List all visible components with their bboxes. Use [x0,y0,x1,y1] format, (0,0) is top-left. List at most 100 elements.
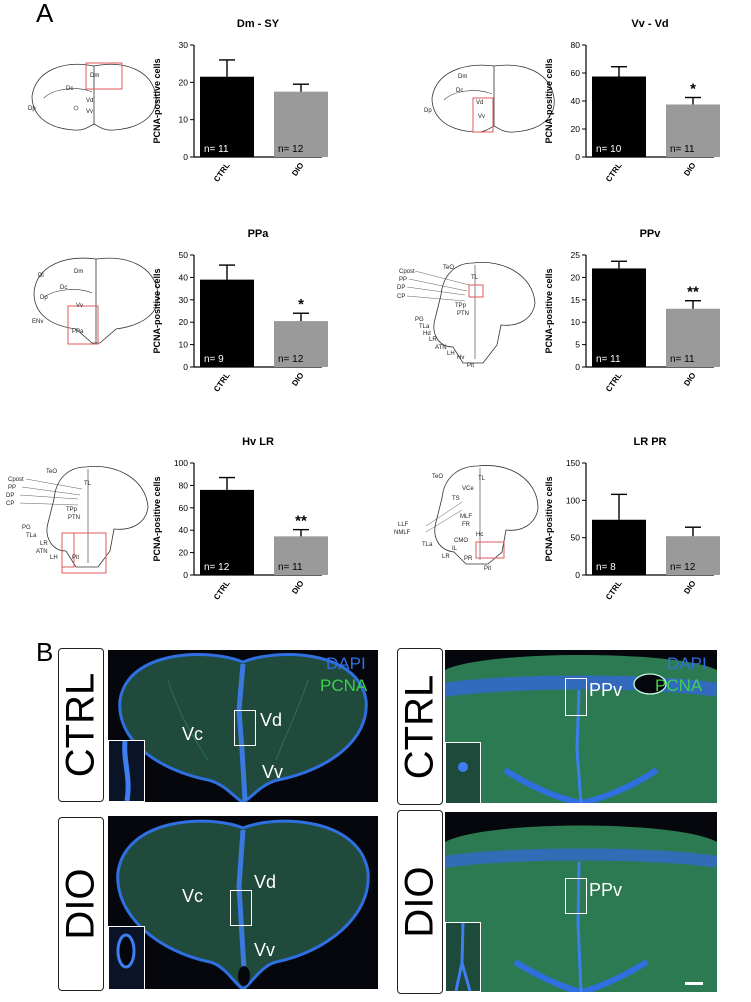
bar-dio [666,308,720,367]
region-label-vd: Vd [260,710,283,730]
y-tick-label: 10 [179,340,189,350]
bar-chart-vv-vd: Vv - Vd PCNA-positive cells 0 20 40 60 80 n= 10… [544,18,720,184]
y-tick-label: 0 [575,362,580,372]
schematic-label: Vv [86,109,93,115]
n-label: n= 9 [204,354,224,365]
schematic-label: DP [397,285,405,291]
condition-label-ctrl: CTRL [58,672,103,778]
inset-zoom [108,740,145,802]
n-label: n= 12 [278,354,304,365]
y-axis-label: PCNA-positive cells [152,58,162,143]
schematic-label: Vd [476,100,483,106]
micrograph-telencephalon-ctrl: DAPI PCNA Vc Vd Vv [108,650,378,802]
roi-box [230,890,252,926]
schematic-label: PG [415,317,424,323]
condition-label-box: DIO [58,817,104,991]
schematic-label: TL [84,481,92,487]
schematic-label: TeO [432,474,443,480]
n-label: n= 11 [596,354,621,365]
scale-bar [685,982,703,985]
schematic-label: PP [8,485,16,491]
bar-ctrl [592,76,646,157]
tissue-section [118,653,368,802]
schematic-label: Cpost [399,269,415,275]
schematic-label: TPp [66,507,78,513]
schematic-label: CP [6,501,14,507]
schematic-label: Vd [86,98,93,104]
y-tick-label: 0 [575,570,580,580]
chart-title: Vv - Vd [631,18,668,30]
inset-zoom [445,742,481,803]
n-label: n= 12 [278,144,304,155]
inset-zoom [445,922,481,992]
schematic-label: Hc [476,532,483,538]
condition-label-dio: DIO [58,868,103,940]
schematic-label: PTN [68,515,80,521]
region-label-ppv: PPv [589,880,623,900]
x-tick-label: CTRL [212,371,232,394]
condition-label-dio: DIO [397,866,442,938]
tissue-section [445,825,717,992]
bar-ctrl [200,489,254,575]
bar-chart-lr-pr: LR PR PCNA-positive cells 0 50 100 150 n= 8 CTR… [544,436,720,602]
region-label-vc: Vc [182,886,204,906]
x-tick-label: DIO [682,161,698,178]
region-label-ppv: PPv [589,680,623,700]
n-label: n= 11 [670,144,695,155]
schematic-label: PPa [72,329,84,335]
y-tick-label: 50 [571,533,581,543]
bar-ctrl [592,268,646,367]
bar-chart-ppa: PPa PCNA-positive cells 0 10 20 30 40 50 n= 9 CTR… [152,228,328,394]
tissue-section [116,819,370,989]
y-tick-label: 0 [575,152,580,162]
x-tick-label: CTRL [212,579,232,602]
schematic-label: TL [478,476,486,482]
schematic-label: Dc [66,86,73,92]
y-tick-label: 50 [179,250,189,260]
n-label: n= 11 [670,354,695,365]
schematic-lr-pr: TeO VCe TL TS MLF LLF NMLF FR TLa CMO Hc… [394,465,539,572]
bar-dio [666,536,720,575]
y-tick-label: 10 [179,115,189,125]
n-label: n= 8 [596,562,616,573]
schematic-label: TLa [422,542,433,548]
significance-marker: * [690,81,696,98]
y-tick-label: 20 [179,317,189,327]
y-tick-label: 0 [183,152,188,162]
roi-box [234,710,256,746]
y-tick-label: 15 [571,295,581,305]
schematic-label: TLa [419,324,430,330]
y-tick-label: 30 [179,295,189,305]
bar-chart-hv-lr: Hv LR PCNA-positive cells 0 20 40 60 80 100 n= 1… [152,436,328,602]
schematic-label: Dp [40,295,48,301]
stain-label-dapi: DAPI [667,654,707,673]
condition-label-box: CTRL [397,648,443,805]
schematic-label: Vv [76,303,83,309]
schematic-label: Vv [478,114,485,120]
schematic-label: TeO [443,265,454,271]
stain-label-pcna: PCNA [655,676,703,695]
schematic-label: Dm [458,74,467,80]
x-tick-label: DIO [290,161,306,178]
region-label-vd: Vd [254,872,277,892]
schematic-label: Dp [28,106,36,112]
roi-box [565,878,587,914]
y-tick-label: 20 [571,124,581,134]
schematic-label: Pit [72,555,79,561]
n-label: n= 12 [204,562,230,573]
schematic-label: Dl [38,273,44,279]
region-label-vv: Vv [262,762,284,782]
significance-marker: ** [687,284,699,301]
schematic-label: PG [22,525,31,531]
schematic-label: Pit [467,363,474,369]
schematic-label: LLF [398,522,409,528]
stain-label-pcna: PCNA [320,676,368,695]
schematic-label: MLF [460,514,472,520]
panel-a-label: A [36,0,54,28]
schematic-label: LH [50,555,58,561]
y-tick-label: 30 [179,40,189,50]
schematic-label: TS [452,496,460,502]
schematic-label: TLa [26,533,37,539]
schematic-hv-lr: TeO Cpost PP DP CP TL TPp PTN PG TLa LR … [6,465,149,574]
y-tick-label: 80 [571,40,581,50]
